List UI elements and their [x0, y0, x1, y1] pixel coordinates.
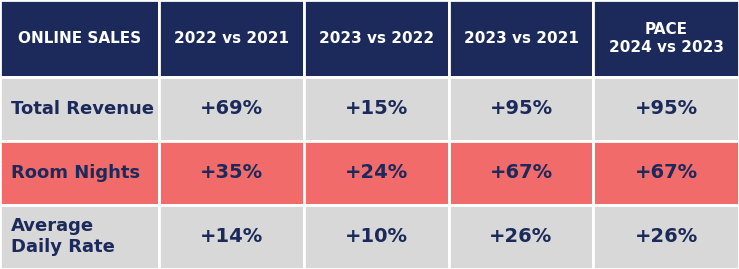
Text: +26%: +26% — [635, 227, 698, 246]
Text: +67%: +67% — [489, 163, 553, 182]
Text: +95%: +95% — [489, 99, 553, 118]
Text: +15%: +15% — [344, 99, 408, 118]
Bar — [159, 205, 304, 269]
Text: +67%: +67% — [635, 163, 698, 182]
Text: +95%: +95% — [635, 99, 698, 118]
Bar — [449, 141, 593, 205]
Text: +69%: +69% — [200, 99, 263, 118]
Bar — [159, 141, 304, 205]
Text: PACE
2024 vs 2023: PACE 2024 vs 2023 — [609, 22, 723, 55]
Bar — [0, 0, 159, 77]
Text: Average
Daily Rate: Average Daily Rate — [11, 217, 115, 256]
Bar — [159, 77, 304, 141]
Bar — [593, 0, 739, 77]
Bar — [304, 141, 449, 205]
Bar — [304, 77, 449, 141]
Bar — [304, 0, 449, 77]
Text: Room Nights: Room Nights — [11, 164, 140, 182]
Text: 2023 vs 2021: 2023 vs 2021 — [463, 31, 579, 46]
Bar — [593, 141, 739, 205]
Text: Total Revenue: Total Revenue — [11, 100, 154, 118]
Bar — [449, 205, 593, 269]
Text: +24%: +24% — [344, 163, 408, 182]
Text: 2022 vs 2021: 2022 vs 2021 — [174, 31, 289, 46]
Text: +26%: +26% — [489, 227, 553, 246]
Bar — [449, 0, 593, 77]
Bar — [449, 77, 593, 141]
Text: +14%: +14% — [200, 227, 263, 246]
Text: 2023 vs 2022: 2023 vs 2022 — [319, 31, 434, 46]
Text: +10%: +10% — [344, 227, 408, 246]
Text: +35%: +35% — [200, 163, 263, 182]
Bar — [0, 141, 159, 205]
Bar — [593, 77, 739, 141]
Bar — [159, 0, 304, 77]
Bar — [304, 205, 449, 269]
Bar — [0, 205, 159, 269]
Bar — [593, 205, 739, 269]
Text: ONLINE SALES: ONLINE SALES — [18, 31, 141, 46]
Bar — [0, 77, 159, 141]
